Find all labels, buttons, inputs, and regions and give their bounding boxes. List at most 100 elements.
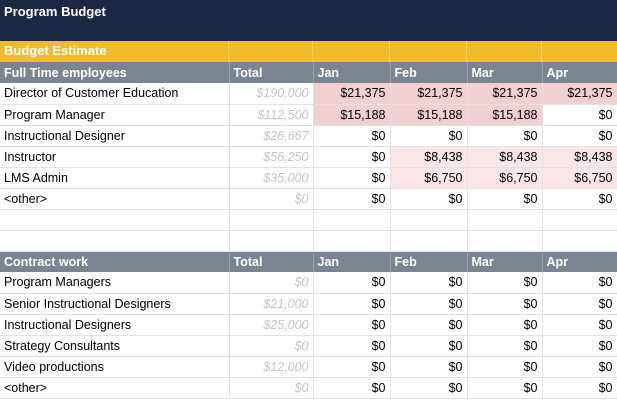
row-total[interactable]: $0 <box>229 335 314 357</box>
month-value[interactable]: $0 <box>312 314 391 336</box>
row-label[interactable]: Instructional Designers <box>0 314 230 336</box>
month-value[interactable]: $0 <box>542 293 617 315</box>
row-total[interactable]: $112,500 <box>229 104 314 126</box>
month-value[interactable]: $15,188 <box>467 104 543 126</box>
month-value[interactable]: $15,188 <box>312 104 391 126</box>
month-value[interactable]: $15,188 <box>390 104 468 126</box>
month-value[interactable]: $0 <box>467 356 543 378</box>
month-value[interactable]: $0 <box>542 314 617 336</box>
row-total[interactable]: $56,250 <box>229 146 314 168</box>
section-cell[interactable] <box>229 41 313 62</box>
month-value[interactable]: $0 <box>467 314 543 336</box>
empty-cell[interactable] <box>542 230 617 252</box>
month-value[interactable]: $0 <box>390 188 468 210</box>
empty-cell[interactable] <box>390 209 468 231</box>
header-label[interactable]: Contract work <box>0 251 230 272</box>
section-cell[interactable] <box>390 41 467 62</box>
header-month[interactable]: Mar <box>467 62 543 83</box>
month-value[interactable]: $21,375 <box>312 83 391 105</box>
month-value[interactable]: $21,375 <box>467 83 543 105</box>
row-label[interactable]: <other> <box>0 377 230 399</box>
month-value[interactable]: $21,375 <box>542 83 617 105</box>
empty-cell[interactable] <box>312 230 391 252</box>
row-label[interactable]: Senior Instructional Designers <box>0 293 230 315</box>
month-value[interactable]: $0 <box>312 356 391 378</box>
month-value[interactable]: $0 <box>467 377 543 399</box>
section-cell[interactable] <box>313 41 390 62</box>
empty-cell[interactable] <box>0 230 230 252</box>
month-value[interactable]: $21,375 <box>390 83 468 105</box>
row-total[interactable]: $0 <box>229 377 314 399</box>
month-value[interactable]: $0 <box>542 335 617 357</box>
section-cell[interactable] <box>467 41 542 62</box>
row-label[interactable]: Program Managers <box>0 272 230 294</box>
empty-cell[interactable] <box>229 209 314 231</box>
month-value[interactable]: $0 <box>467 272 543 294</box>
header-month[interactable]: Mar <box>467 251 543 272</box>
header-month[interactable]: Jan <box>312 62 391 83</box>
month-value[interactable]: $6,750 <box>542 167 617 189</box>
section-cell[interactable] <box>542 41 617 62</box>
month-value[interactable]: $0 <box>390 377 468 399</box>
row-label[interactable]: LMS Admin <box>0 167 230 189</box>
row-label[interactable]: Program Manager <box>0 104 230 126</box>
month-value[interactable]: $0 <box>467 293 543 315</box>
row-total[interactable]: $26,667 <box>229 125 314 147</box>
month-value[interactable]: $0 <box>467 335 543 357</box>
empty-cell[interactable] <box>229 230 314 252</box>
month-value[interactable]: $0 <box>390 335 468 357</box>
month-value[interactable]: $8,438 <box>390 146 468 168</box>
month-value[interactable]: $0 <box>390 314 468 336</box>
header-total[interactable]: Total <box>229 62 314 83</box>
row-total[interactable]: $12,000 <box>229 356 314 378</box>
month-value[interactable]: $0 <box>542 188 617 210</box>
header-label[interactable]: Full Time employees <box>0 62 230 83</box>
month-value[interactable]: $0 <box>542 356 617 378</box>
month-value[interactable]: $0 <box>390 356 468 378</box>
header-month[interactable]: Apr <box>542 62 617 83</box>
month-value[interactable]: $0 <box>312 125 391 147</box>
row-total[interactable]: $0 <box>229 272 314 294</box>
row-label[interactable]: Instructional Designer <box>0 125 230 147</box>
month-value[interactable]: $0 <box>542 125 617 147</box>
row-label[interactable]: Instructor <box>0 146 230 168</box>
empty-cell[interactable] <box>390 230 468 252</box>
empty-cell[interactable] <box>467 209 543 231</box>
month-value[interactable]: $0 <box>467 125 543 147</box>
row-label[interactable]: Video productions <box>0 356 230 378</box>
month-value[interactable]: $0 <box>390 293 468 315</box>
sheet-title[interactable]: Program Budget <box>0 0 617 41</box>
month-value[interactable]: $8,438 <box>467 146 543 168</box>
month-value[interactable]: $0 <box>312 272 391 294</box>
row-total[interactable]: $0 <box>229 188 314 210</box>
row-label[interactable]: Strategy Consultants <box>0 335 230 357</box>
header-total[interactable]: Total <box>229 251 314 272</box>
empty-cell[interactable] <box>312 209 391 231</box>
row-label[interactable]: <other> <box>0 188 230 210</box>
header-month[interactable]: Feb <box>390 62 468 83</box>
row-total[interactable]: $190,000 <box>229 83 314 105</box>
month-value[interactable]: $6,750 <box>467 167 543 189</box>
row-total[interactable]: $21,000 <box>229 293 314 315</box>
header-month[interactable]: Feb <box>390 251 468 272</box>
row-label[interactable]: Director of Customer Education <box>0 83 230 105</box>
header-month[interactable]: Apr <box>542 251 617 272</box>
month-value[interactable]: $6,750 <box>390 167 468 189</box>
month-value[interactable]: $0 <box>390 272 468 294</box>
month-value[interactable]: $0 <box>312 146 391 168</box>
row-total[interactable]: $35,000 <box>229 167 314 189</box>
row-total[interactable]: $25,000 <box>229 314 314 336</box>
header-month[interactable]: Jan <box>312 251 391 272</box>
month-value[interactable]: $0 <box>542 272 617 294</box>
month-value[interactable]: $0 <box>390 125 468 147</box>
month-value[interactable]: $0 <box>542 104 617 126</box>
month-value[interactable]: $0 <box>542 377 617 399</box>
month-value[interactable]: $0 <box>312 167 391 189</box>
empty-cell[interactable] <box>467 230 543 252</box>
month-value[interactable]: $0 <box>312 335 391 357</box>
month-value[interactable]: $0 <box>312 377 391 399</box>
month-value[interactable]: $0 <box>467 188 543 210</box>
month-value[interactable]: $0 <box>312 188 391 210</box>
empty-cell[interactable] <box>0 209 230 231</box>
month-value[interactable]: $0 <box>312 293 391 315</box>
